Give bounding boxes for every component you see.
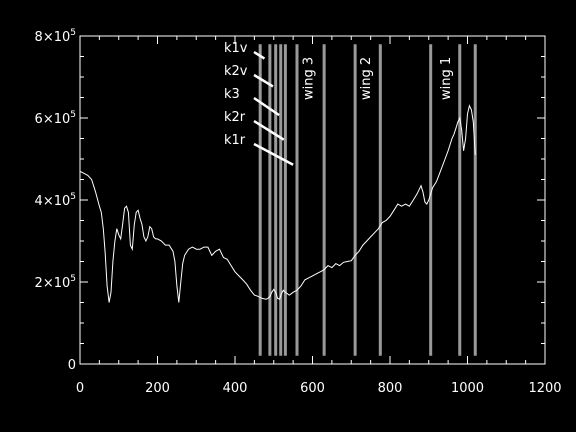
annotation-leader-line xyxy=(253,119,285,141)
x-tick-label: 400 xyxy=(223,381,248,396)
annotation-label: k2v xyxy=(224,64,248,79)
annotations: k1v k2v k3 k2r k1r wing 3 wing 2 wing 1 xyxy=(224,41,454,166)
x-tick-label: 200 xyxy=(145,381,170,396)
annotation-label: k2r xyxy=(224,110,246,125)
band-label: wing 2 xyxy=(359,57,374,100)
annotation-leader-line xyxy=(253,96,280,117)
annotation-label: k1r xyxy=(224,133,246,148)
annotation-label: k1v xyxy=(224,41,248,56)
y-tick-label: 0 xyxy=(68,358,76,373)
annotation-label: k3 xyxy=(224,87,240,102)
x-tick-label: 1200 xyxy=(528,381,561,396)
x-tick-label: 600 xyxy=(300,381,325,396)
spectrum-line xyxy=(79,104,476,303)
annotation-leader-line xyxy=(253,142,294,166)
x-tick-label: 0 xyxy=(76,381,84,396)
band-label: wing 3 xyxy=(302,57,317,100)
x-tick-label: 800 xyxy=(378,381,403,396)
annotation-leader-line xyxy=(253,73,274,88)
x-tick-label: 1000 xyxy=(451,381,484,396)
y-tick-label: 6×105 xyxy=(35,110,76,127)
x-axis-ticks: 0 200 400 600 800 1000 1200 xyxy=(76,36,562,396)
y-tick-label: 2×105 xyxy=(35,274,76,291)
y-axis-ticks: 0 2×105 4×105 6×105 8×105 xyxy=(35,28,545,373)
y-tick-label: 4×105 xyxy=(35,192,76,209)
annotation-leader-line xyxy=(253,50,266,60)
band-label: wing 1 xyxy=(439,57,454,100)
band-lines xyxy=(258,44,477,356)
y-tick-label: 8×105 xyxy=(35,28,76,45)
